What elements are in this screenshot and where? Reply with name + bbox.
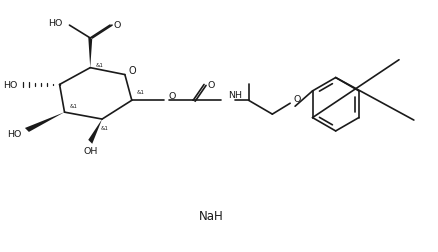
Text: OH: OH [83,147,97,155]
Text: &1: &1 [100,126,108,131]
Polygon shape [88,120,102,144]
Text: &1: &1 [70,103,78,108]
Polygon shape [88,38,92,68]
Text: O: O [207,81,215,90]
Text: &1: &1 [137,89,145,94]
Text: NH: NH [228,90,242,100]
Text: O: O [129,65,137,75]
Text: NaH: NaH [198,210,223,223]
Text: O: O [293,94,301,103]
Text: &1: &1 [95,63,103,68]
Text: O: O [113,21,120,29]
Text: HO: HO [49,19,63,27]
Text: HO: HO [3,81,17,90]
Text: HO: HO [7,130,21,139]
Polygon shape [25,113,64,132]
Text: O: O [169,91,176,101]
